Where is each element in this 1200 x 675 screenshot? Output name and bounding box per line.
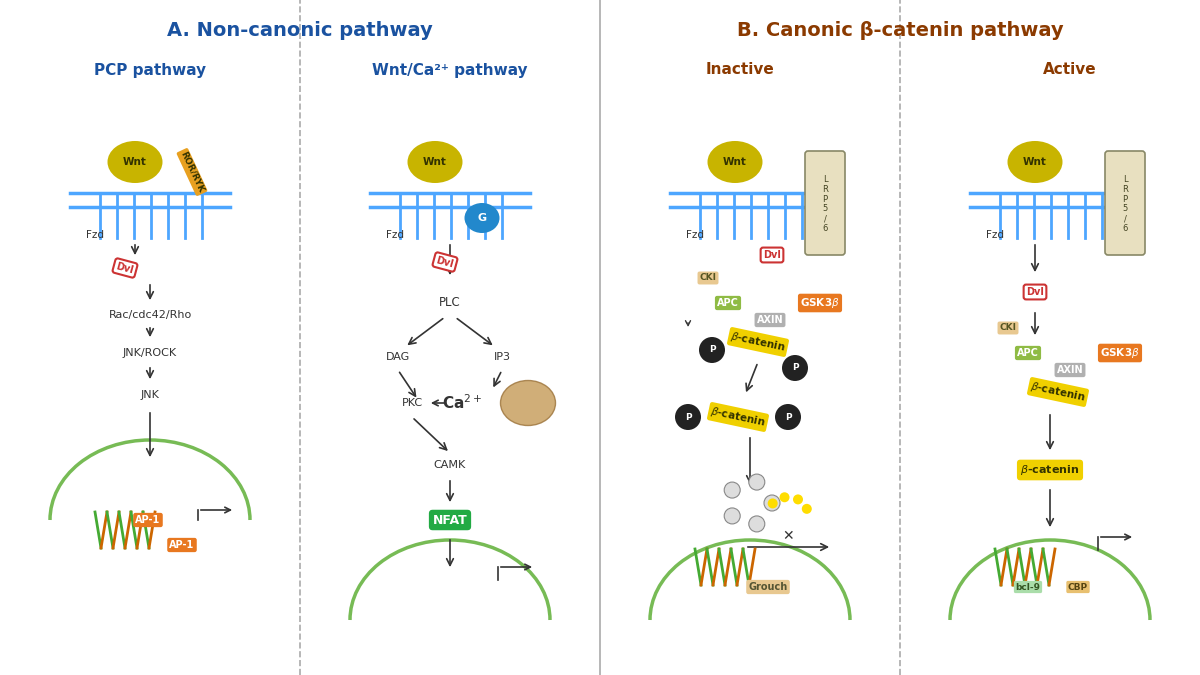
- Text: AP-1: AP-1: [136, 515, 161, 525]
- Text: CAMK: CAMK: [434, 460, 466, 470]
- Ellipse shape: [408, 141, 462, 183]
- Text: CKI: CKI: [1000, 323, 1016, 333]
- Text: Rac/cdc42/Rho: Rac/cdc42/Rho: [108, 310, 192, 320]
- Text: P: P: [785, 412, 791, 421]
- Circle shape: [802, 504, 811, 514]
- Circle shape: [698, 337, 725, 363]
- Text: AXIN: AXIN: [757, 315, 784, 325]
- Text: PKC: PKC: [402, 398, 422, 408]
- Text: $\beta$-catenin: $\beta$-catenin: [1020, 463, 1080, 477]
- Text: Active: Active: [1043, 63, 1097, 78]
- Text: Dvl: Dvl: [1026, 287, 1044, 297]
- Ellipse shape: [1008, 141, 1062, 183]
- Circle shape: [764, 495, 780, 511]
- FancyBboxPatch shape: [1105, 151, 1145, 255]
- Text: DAG: DAG: [386, 352, 410, 362]
- Text: AXIN: AXIN: [1057, 365, 1084, 375]
- Circle shape: [725, 508, 740, 524]
- Text: P: P: [685, 412, 691, 421]
- Circle shape: [775, 404, 802, 430]
- Text: Wnt: Wnt: [424, 157, 446, 167]
- Text: bcl-9: bcl-9: [1015, 583, 1040, 591]
- Text: G: G: [478, 213, 486, 223]
- Text: Wnt: Wnt: [124, 157, 146, 167]
- Text: $\beta$-catenin: $\beta$-catenin: [730, 329, 787, 354]
- Circle shape: [725, 482, 740, 498]
- Text: Dvl: Dvl: [436, 255, 455, 269]
- Text: AP-1: AP-1: [169, 540, 194, 550]
- Ellipse shape: [708, 141, 762, 183]
- Text: P: P: [792, 364, 798, 373]
- Text: Fzd: Fzd: [986, 230, 1004, 240]
- Text: P: P: [709, 346, 715, 354]
- Text: Wnt/Ca²⁺ pathway: Wnt/Ca²⁺ pathway: [372, 63, 528, 78]
- Text: PLC: PLC: [439, 296, 461, 310]
- Circle shape: [793, 494, 803, 504]
- Text: GSK3$\beta$: GSK3$\beta$: [1100, 346, 1140, 360]
- Text: L
R
P
5
/
6: L R P 5 / 6: [822, 176, 828, 233]
- Circle shape: [780, 492, 790, 502]
- Text: Fzd: Fzd: [686, 230, 704, 240]
- Ellipse shape: [464, 203, 499, 233]
- Text: Fzd: Fzd: [386, 230, 404, 240]
- Text: Wnt: Wnt: [724, 157, 746, 167]
- Text: $\beta$-catenin: $\beta$-catenin: [1030, 379, 1087, 404]
- Text: Dvl: Dvl: [763, 250, 781, 260]
- Text: ROR/RYK: ROR/RYK: [179, 150, 205, 194]
- Text: PCP pathway: PCP pathway: [94, 63, 206, 78]
- Text: Fzd: Fzd: [86, 230, 104, 240]
- Text: IP3: IP3: [493, 352, 510, 362]
- Text: Ca$^{2+}$: Ca$^{2+}$: [442, 394, 482, 412]
- Text: CKI: CKI: [700, 273, 716, 283]
- Text: ✕: ✕: [782, 529, 794, 543]
- Text: APC: APC: [1018, 348, 1039, 358]
- Circle shape: [782, 355, 808, 381]
- Text: $\beta$-catenin: $\beta$-catenin: [709, 404, 767, 429]
- Text: L
R
P
5
/
6: L R P 5 / 6: [1122, 176, 1128, 233]
- Circle shape: [768, 498, 778, 508]
- Text: APC: APC: [718, 298, 739, 308]
- Text: Dvl: Dvl: [115, 261, 134, 275]
- Circle shape: [674, 404, 701, 430]
- Ellipse shape: [500, 381, 556, 425]
- Text: B. Canonic β-catenin pathway: B. Canonic β-catenin pathway: [737, 20, 1063, 40]
- Text: Wnt: Wnt: [1024, 157, 1046, 167]
- Circle shape: [749, 474, 764, 490]
- FancyBboxPatch shape: [805, 151, 845, 255]
- Text: CBP: CBP: [1068, 583, 1088, 591]
- Text: NFAT: NFAT: [433, 514, 467, 526]
- Circle shape: [749, 516, 764, 532]
- Text: JNK/ROCK: JNK/ROCK: [122, 348, 178, 358]
- Text: Grouch: Grouch: [749, 582, 787, 592]
- Ellipse shape: [108, 141, 162, 183]
- Text: JNK: JNK: [140, 390, 160, 400]
- Text: GSK3$\beta$: GSK3$\beta$: [800, 296, 840, 310]
- Text: A. Non-canonic pathway: A. Non-canonic pathway: [167, 20, 433, 40]
- Text: Inactive: Inactive: [706, 63, 774, 78]
